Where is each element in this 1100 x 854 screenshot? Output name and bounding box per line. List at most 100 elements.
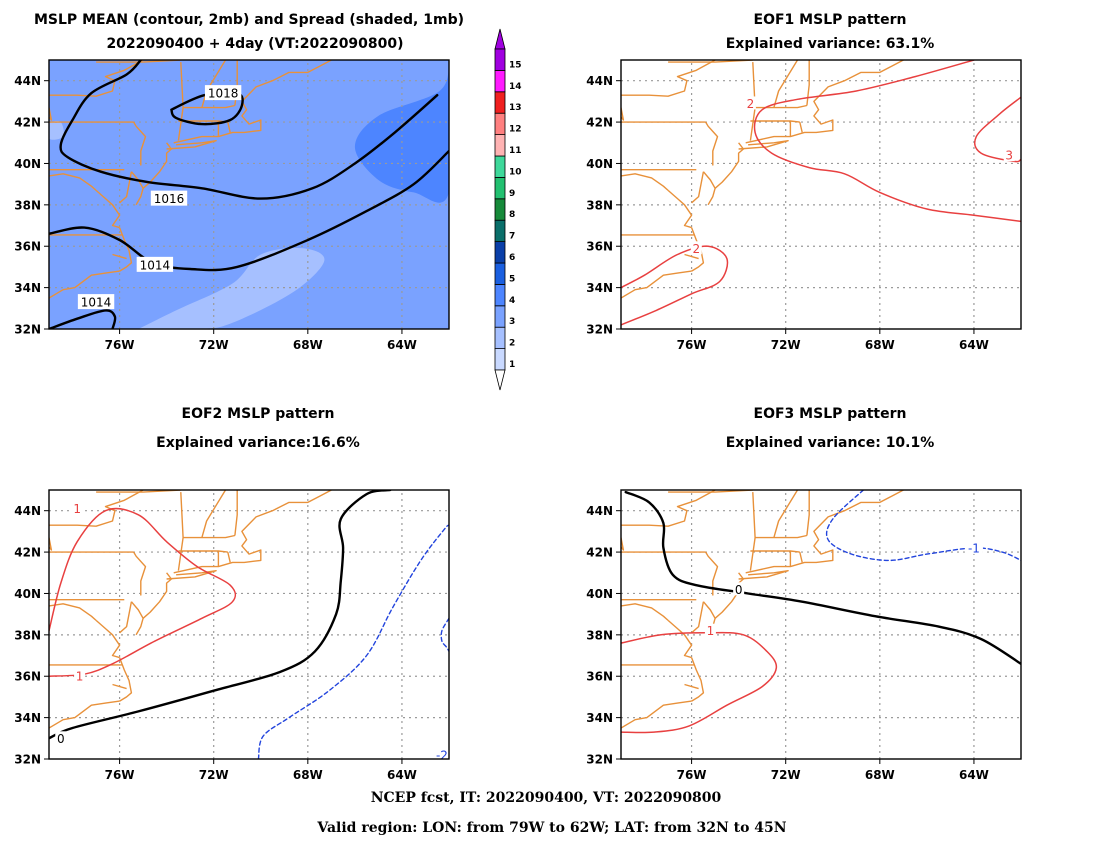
- x-tick-label: 64W: [959, 338, 989, 352]
- contour-label-box: [744, 96, 756, 110]
- coastline: [49, 60, 144, 97]
- eof1-map-panel: 2 2 3 76W 72W 68W 64W 44N 42N 40N 38N 36N 34N 32N: [586, 59, 1022, 352]
- contour-label-box: [204, 85, 242, 101]
- coastline: [49, 490, 144, 527]
- contour-label: 1: [707, 624, 715, 638]
- colorbar-label: 12: [509, 125, 522, 135]
- coastline: [621, 490, 716, 527]
- contour-label: 0: [57, 732, 65, 746]
- x-tick-label: 68W: [865, 768, 895, 782]
- y-tick-label: 38N: [586, 628, 613, 642]
- coastline: [49, 603, 97, 621]
- coastline: [691, 601, 705, 634]
- colorbar-max-arrow: [494, 28, 506, 50]
- eof3-panel-subtitle: Explained variance: 10.1%: [726, 435, 935, 451]
- y-tick-label: 42N: [586, 546, 613, 560]
- x-tick-label: 76W: [105, 768, 135, 782]
- colorbar-cell: [494, 48, 506, 71]
- contour-layer: [49, 490, 449, 759]
- coastline: [667, 189, 693, 229]
- coastline: [684, 683, 699, 690]
- contour-line-0: [49, 490, 392, 740]
- x-tick-label: 76W: [677, 338, 707, 352]
- coastline: [183, 534, 236, 539]
- colorbar-cell: [494, 134, 506, 157]
- coastline: [806, 60, 810, 106]
- contour-line-0: [624, 490, 1021, 665]
- x-tick-label: 76W: [677, 768, 707, 782]
- x-tick-label: 72W: [199, 338, 229, 352]
- coastline: [621, 60, 716, 97]
- coastline: [738, 140, 789, 150]
- contour-line-1014: [49, 309, 117, 329]
- eof2-panel-subtitle: Explained variance:16.6%: [156, 435, 360, 451]
- y-tick-label: 32N: [14, 753, 41, 767]
- coastline: [773, 490, 799, 538]
- contour-label: -2: [436, 748, 448, 762]
- coastline: [173, 490, 332, 574]
- contour-label: 1: [76, 670, 84, 684]
- map-background: [49, 490, 449, 759]
- y-tick-label: 34N: [14, 281, 41, 295]
- colorbar-cell: [494, 283, 506, 307]
- x-tick-label: 72W: [771, 768, 801, 782]
- coastline: [705, 121, 719, 166]
- contour-label: 0: [735, 583, 743, 597]
- coastline: [166, 140, 217, 150]
- coastline: [806, 490, 810, 536]
- y-tick-label: 34N: [586, 711, 613, 725]
- colorbar-cell: [494, 112, 506, 135]
- y-tick-label: 44N: [14, 74, 41, 88]
- coastline: [201, 490, 227, 538]
- x-tick-label: 68W: [865, 338, 895, 352]
- coastline: [621, 537, 625, 551]
- colorbar-cell: [494, 262, 506, 285]
- eof1-panel-subtitle: Explained variance: 63.1%: [726, 36, 935, 52]
- y-tick-label: 42N: [14, 546, 41, 560]
- y-tick-label: 34N: [14, 711, 41, 725]
- contour-label-box: [733, 582, 745, 596]
- coastline: [95, 189, 121, 229]
- contour-label: 2: [747, 97, 755, 111]
- colorbar-label: 9: [509, 189, 515, 199]
- coastline: [234, 490, 238, 536]
- colorbar-label: 8: [509, 210, 515, 220]
- contour-label: 3: [1005, 149, 1013, 163]
- colorbar-min-arrow: [494, 369, 506, 391]
- y-tick-label: 32N: [586, 753, 613, 767]
- coastline: [49, 107, 53, 121]
- colorbar-label: 10: [509, 167, 522, 177]
- coastline: [799, 121, 803, 133]
- coastline: [621, 270, 692, 299]
- contour-line-1: [621, 631, 778, 734]
- coastline: [95, 619, 121, 659]
- contour-layer: [621, 60, 1021, 326]
- coastline: [705, 551, 719, 596]
- coastline: [690, 227, 705, 272]
- colorbar-cell: [494, 91, 506, 114]
- coastline: [112, 253, 127, 260]
- map-background: [621, 60, 1021, 329]
- coastline: [49, 173, 97, 191]
- map-frame: [620, 489, 1022, 760]
- coastline: [133, 551, 147, 596]
- colorbar-label: 6: [509, 253, 515, 263]
- spread-shading-level-2: [49, 121, 64, 140]
- colorbar-label: 14: [509, 82, 522, 92]
- y-tick-label: 36N: [586, 240, 613, 254]
- eof3-panel-title: EOF3 MSLP pattern: [754, 406, 907, 422]
- contour-label: 1016: [154, 192, 185, 206]
- colorbar-cell: [494, 241, 506, 264]
- x-tick-label: 64W: [959, 768, 989, 782]
- contour-label-box: [136, 256, 174, 272]
- contour-label-box: [964, 540, 983, 554]
- coastline: [755, 534, 808, 539]
- contour-label: 2: [692, 242, 700, 256]
- coastline: [667, 619, 693, 659]
- contour-line-1016: [59, 60, 439, 200]
- contour-line--1: [825, 490, 1021, 562]
- y-tick-label: 40N: [14, 157, 41, 171]
- coastline: [227, 551, 231, 563]
